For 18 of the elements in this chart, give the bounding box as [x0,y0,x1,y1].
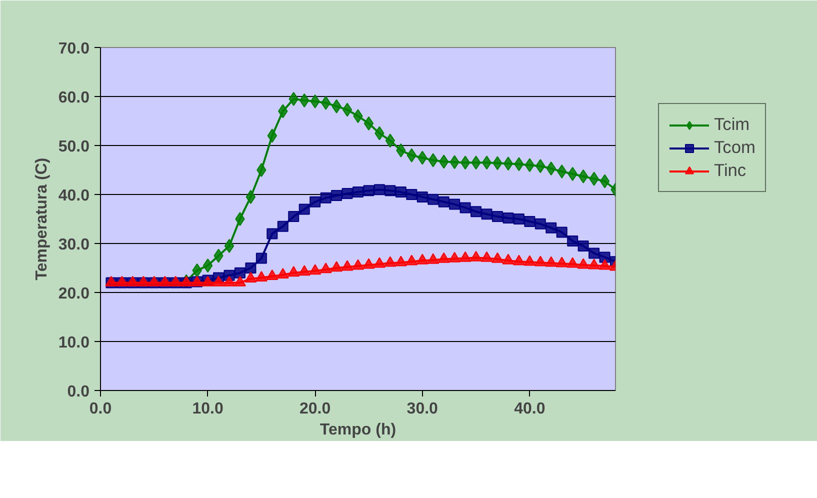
legend-label: Tinc [714,160,746,181]
x-tick-label: 0.0 [89,400,112,418]
x-tick-label: 30.0 [406,400,438,418]
x-axis-title: Tempo (h) [320,422,396,438]
y-tick-label: 70.0 [58,40,90,58]
x-tick-label: 40.0 [514,400,546,418]
x-tick-label: 20.0 [300,400,331,418]
y-tick-label: 60.0 [58,90,90,106]
y-tick-label: 50.0 [58,138,90,156]
x-tick-label: 10.0 [192,400,224,418]
legend-label: Tcom [714,137,756,158]
y-tick-label: 30.0 [58,236,90,254]
y-tick-label: 10.0 [58,334,90,352]
y-axis-title: Temperatura (C) [33,158,50,280]
y-tick-label: 0.0 [67,384,90,400]
y-tick-label: 20.0 [58,286,90,302]
y-tick-label: 40.0 [58,188,90,204]
legend-label: Tcim [714,114,750,135]
